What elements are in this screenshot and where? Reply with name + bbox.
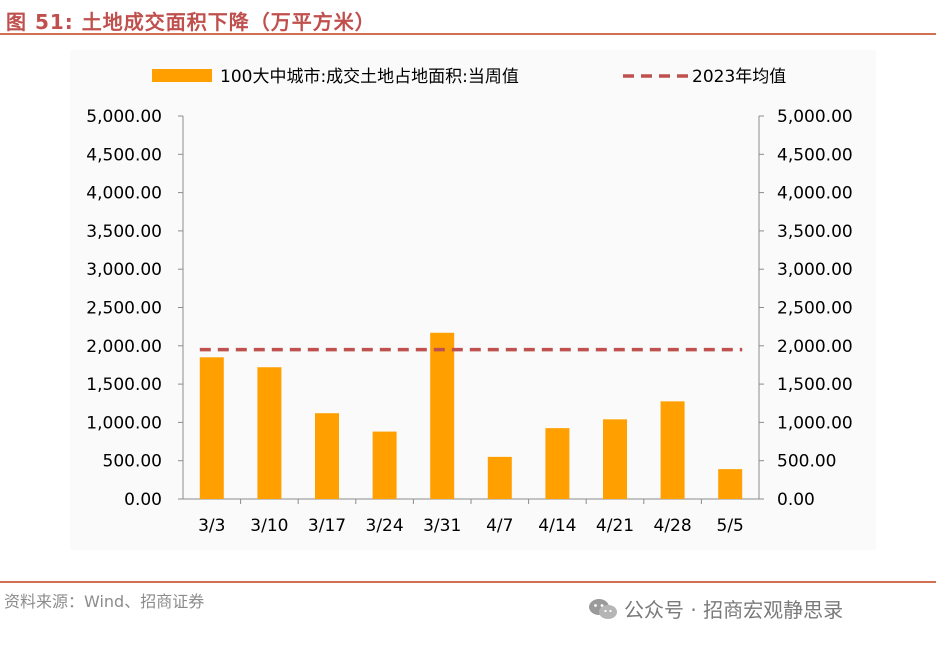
chart-background (70, 50, 876, 550)
x-tick-label: 3/3 (198, 516, 225, 536)
y-tick-label-left: 500.00 (103, 452, 162, 472)
bars (199, 332, 743, 499)
y-tick-label-right: 4,000.00 (777, 184, 853, 204)
y-tick-label-right: 3,500.00 (777, 222, 853, 242)
x-tick-label: 3/10 (250, 516, 288, 536)
y-tick-label-left: 1,000.00 (86, 413, 162, 433)
y-tick-label-left: 2,500.00 (86, 299, 162, 319)
y-tick-label-left: 3,000.00 (86, 260, 162, 280)
wechat-icon (589, 598, 617, 619)
legend-bar-swatch (152, 69, 212, 82)
y-tick-label-right: 1,000.00 (777, 413, 853, 433)
watermark: 公众号 · 招商宏观静思录 (588, 594, 843, 623)
y-tick-label-right: 500.00 (777, 452, 836, 472)
bar (545, 428, 570, 499)
y-tick-label-right: 1,500.00 (777, 375, 853, 395)
y-tick-label-left: 3,500.00 (86, 222, 162, 242)
x-tick-label: 3/24 (366, 516, 404, 536)
legend: 100大中城市:成交土地占地面积:当周值 2023年均值 (152, 67, 786, 87)
y-tick-label-right: 2,500.00 (777, 299, 853, 319)
y-tick-labels-left: 0.00 500.00 1,000.00 1,500.00 2,000.00 2,500.… (86, 107, 162, 510)
bar (603, 419, 627, 499)
y-tick-label-left: 2,000.00 (86, 337, 162, 357)
x-tick-label: 4/7 (486, 516, 513, 536)
x-tick-label: 4/21 (596, 516, 634, 536)
y-tick-labels-right: 0.00 500.00 1,000.00 1,500.00 2,000.00 2,500.… (777, 107, 853, 510)
x-tick-label: 4/28 (654, 516, 692, 536)
y-tick-label-left: 1,500.00 (86, 375, 162, 395)
bar-chart: 100大中城市:成交土地占地面积:当周值 2023年均值 3/3 3/10 3/17… (70, 50, 876, 550)
x-tick-label: 3/31 (423, 516, 461, 536)
x-tick-label: 3/17 (308, 516, 346, 536)
y-tick-label-right: 2,000.00 (777, 337, 853, 357)
y-tick-label-left: 4,500.00 (86, 145, 162, 165)
bar (660, 401, 685, 499)
watermark-text: 公众号 · 招商宏观静思录 (624, 598, 844, 622)
bar (372, 431, 397, 499)
y-tick-label-left: 5,000.00 (86, 107, 162, 127)
bar (315, 413, 339, 499)
x-tick-label: 4/14 (538, 516, 576, 536)
bar (199, 357, 224, 499)
bar (430, 332, 455, 499)
y-tick-label-left: 0.00 (124, 490, 162, 510)
footer-divider (0, 581, 936, 583)
legend-bar-label: 100大中城市:成交土地占地面积:当周值 (220, 67, 519, 87)
title-divider (0, 33, 936, 35)
y-tick-label-left: 4,000.00 (86, 184, 162, 204)
source-note: 资料来源：Wind、招商证券 (4, 592, 205, 611)
y-tick-label-right: 3,000.00 (777, 260, 853, 280)
y-tick-label-right: 0.00 (777, 490, 815, 510)
legend-avg-label: 2023年均值 (692, 67, 786, 87)
bar (487, 456, 512, 499)
bar (718, 469, 743, 499)
bar (257, 367, 282, 499)
y-tick-label-right: 5,000.00 (777, 107, 853, 127)
x-tick-labels: 3/3 3/10 3/17 3/24 3/31 4/7 4/14 4/21 4/28 5/5 (198, 516, 744, 536)
y-tick-label-right: 4,500.00 (777, 145, 853, 165)
x-tick-label: 5/5 (717, 516, 744, 536)
figure-title: 图 51: 土地成交面积下降（万平方米） (6, 10, 376, 34)
